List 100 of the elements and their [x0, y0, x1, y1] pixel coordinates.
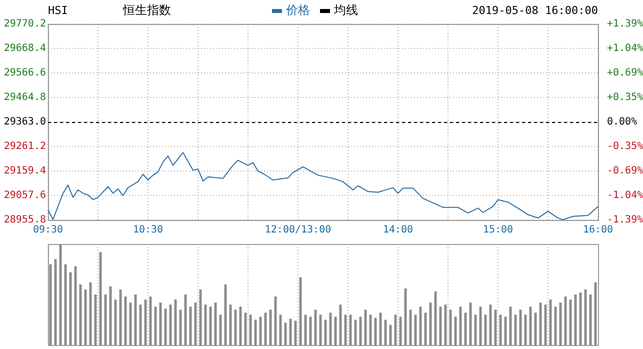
bar — [574, 294, 577, 345]
text: 2019-05-08 16:00:00 — [472, 4, 598, 18]
bar — [94, 294, 97, 345]
bar — [509, 306, 512, 345]
bar — [359, 316, 362, 345]
legend-label: 均线 — [334, 3, 358, 17]
bar — [79, 284, 82, 345]
bar — [349, 314, 352, 345]
bar — [144, 300, 147, 345]
bar — [374, 318, 377, 345]
bar — [89, 282, 92, 345]
bar — [329, 312, 332, 345]
bar — [534, 312, 537, 345]
bar — [154, 306, 157, 345]
bar — [54, 259, 57, 345]
bar — [284, 322, 287, 345]
y-tick-label: 29464.8 — [4, 92, 46, 104]
bar — [559, 302, 562, 345]
bar — [179, 310, 182, 345]
bar — [239, 306, 242, 345]
y-tick-label: 29363.0 — [4, 116, 46, 128]
bar — [544, 304, 547, 345]
bar — [209, 306, 212, 345]
bar — [459, 306, 462, 345]
y-tick-label: 28955.8 — [4, 214, 46, 226]
bar — [69, 272, 72, 345]
bar — [364, 310, 367, 345]
bar — [579, 292, 582, 345]
bar — [219, 314, 222, 345]
y-tick-label: 29566.6 — [4, 68, 46, 79]
bar — [439, 306, 442, 345]
chart-title: 恒生指数 — [123, 3, 171, 17]
bar — [554, 306, 557, 345]
y2-tick-label: +1.04% — [607, 43, 643, 54]
bar — [119, 289, 122, 345]
bar — [109, 286, 112, 345]
bar — [299, 277, 302, 345]
x-tick-label: 14:00 — [382, 224, 414, 236]
y2-tick-label: -0.35% — [607, 141, 643, 152]
bar — [464, 312, 467, 345]
bar — [294, 320, 297, 345]
bar — [369, 314, 372, 345]
bar — [389, 324, 392, 345]
bar — [414, 314, 417, 345]
x-tick-label: 10:30 — [132, 224, 164, 236]
y2-tick-label: +0.35% — [607, 92, 643, 104]
bar — [199, 289, 202, 345]
bar — [334, 316, 337, 345]
legend-label: 价格 — [286, 3, 310, 17]
bar — [289, 318, 292, 345]
bar — [514, 314, 517, 345]
x-tick-label: 16:00 — [582, 224, 614, 236]
bar — [149, 296, 152, 345]
bar — [264, 312, 267, 345]
bar — [259, 316, 262, 345]
x-tick-label: 15:00 — [482, 224, 514, 236]
bar — [99, 252, 102, 345]
y2-tick-label: -1.39% — [607, 214, 643, 226]
bar — [504, 316, 507, 345]
bar — [59, 244, 62, 345]
y-tick-label: 29261.2 — [4, 141, 46, 152]
bar — [549, 300, 552, 345]
chart-subtitle: HSI — [48, 4, 68, 18]
bar — [74, 266, 77, 345]
bar — [324, 320, 327, 345]
bar — [244, 312, 247, 345]
y-tick-label: 29159.4 — [4, 166, 46, 177]
bar — [124, 296, 127, 345]
y2-tick-label: +1.39% — [607, 18, 643, 30]
bar — [214, 302, 217, 345]
bar — [434, 291, 437, 345]
bar — [494, 310, 497, 345]
bar — [564, 296, 567, 345]
bar — [304, 314, 307, 345]
bar — [479, 306, 482, 345]
bar — [274, 296, 277, 345]
bar — [139, 304, 142, 345]
bar — [234, 310, 237, 345]
bar — [204, 304, 207, 345]
bar — [539, 302, 542, 345]
bar — [529, 306, 532, 345]
bar — [484, 314, 487, 345]
x-tick-label: 12:00/13:00 — [264, 224, 332, 236]
bar — [399, 316, 402, 345]
bar — [469, 302, 472, 345]
bar — [319, 314, 322, 345]
bar — [419, 306, 422, 345]
y2-tick-label: 0.00% — [607, 116, 638, 128]
bar — [159, 302, 162, 345]
bar — [134, 294, 137, 345]
bar — [229, 304, 232, 345]
bar — [224, 284, 227, 345]
bar — [379, 312, 382, 345]
bar — [339, 304, 342, 345]
bar — [429, 302, 432, 345]
bar — [354, 320, 357, 345]
bar — [449, 310, 452, 345]
bar — [279, 314, 282, 345]
bar — [269, 310, 272, 345]
bar — [309, 316, 312, 345]
